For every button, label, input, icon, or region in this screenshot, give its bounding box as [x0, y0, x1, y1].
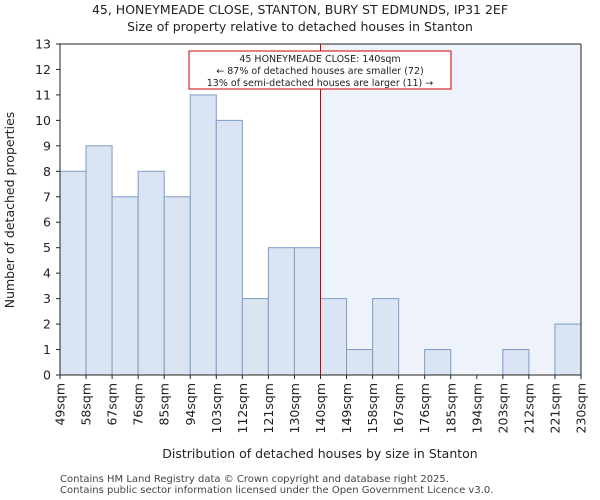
x-axis-label: Distribution of detached houses by size … [162, 446, 477, 461]
x-tick-label: 140sqm [313, 383, 328, 433]
x-tick-label: 167sqm [391, 383, 406, 433]
bar-221sqm [554, 323, 582, 376]
y-tick-label: 10 [35, 113, 51, 128]
x-tick-label: 130sqm [287, 383, 302, 433]
x-tick-label: 149sqm [339, 383, 354, 433]
bar-112sqm [241, 298, 269, 376]
y-tick-label: 11 [35, 87, 51, 102]
y-tick-label: 3 [43, 291, 51, 306]
bar-140sqm [320, 298, 348, 376]
bar-203sqm [502, 349, 530, 376]
bar-121sqm [267, 247, 295, 376]
x-tick-label: 121sqm [261, 383, 276, 433]
y-tick-label: 5 [43, 240, 51, 255]
y-tick-label: 2 [43, 317, 51, 332]
x-tick-label: 112sqm [235, 383, 250, 433]
bar-130sqm [293, 247, 322, 376]
footer-line-1: Contains HM Land Registry data © Crown c… [60, 474, 449, 485]
bar-49sqm [59, 170, 87, 376]
y-tick-label: 1 [43, 342, 51, 357]
x-tick-label: 185sqm [443, 383, 458, 433]
annotation-box [188, 50, 452, 90]
chart-subtitle: Size of property relative to detached ho… [127, 19, 473, 34]
x-tick-label: 103sqm [209, 383, 224, 433]
bar-149sqm [346, 349, 374, 376]
y-tick-label: 0 [43, 368, 51, 383]
bar-58sqm [85, 145, 113, 376]
y-tick-label: 7 [43, 189, 51, 204]
annotation-line-2: ← 87% of detached houses are smaller (72… [216, 66, 423, 77]
x-tick-label: 158sqm [365, 383, 380, 433]
y-tick-label: 4 [43, 266, 51, 281]
highlight-region [320, 44, 581, 375]
x-tick-label: 230sqm [574, 383, 589, 433]
x-tick-label: 58sqm [79, 383, 94, 426]
footer-line-2: Contains public sector information licen… [60, 485, 494, 496]
x-tick-label: 85sqm [157, 383, 172, 426]
annotation-line-1: 45 HONEYMEADE CLOSE: 140sqm [239, 54, 400, 65]
bar-85sqm [163, 196, 191, 376]
annotation-line-3: 13% of semi-detached houses are larger (… [207, 78, 434, 89]
x-tick-label: 194sqm [469, 383, 484, 433]
y-tick-label: 6 [43, 215, 51, 230]
bar-76sqm [137, 170, 165, 376]
y-axis-label: Number of detached properties [2, 112, 17, 309]
bar-176sqm [424, 349, 452, 376]
x-tick-label: 212sqm [521, 383, 536, 433]
y-tick-label: 13 [35, 37, 51, 52]
y-tick-label: 12 [35, 62, 51, 77]
x-tick-label: 49sqm [53, 383, 68, 426]
bar-67sqm [111, 196, 139, 376]
y-tick-label: 9 [43, 138, 51, 153]
chart-title: 45, HONEYMEADE CLOSE, STANTON, BURY ST E… [91, 2, 509, 17]
bar-103sqm [215, 119, 243, 376]
x-tick-label: 76sqm [131, 383, 146, 426]
y-tick-label: 8 [43, 164, 51, 179]
x-tick-label: 221sqm [547, 383, 562, 433]
x-tick-label: 176sqm [417, 383, 432, 433]
x-tick-label: 67sqm [105, 383, 120, 426]
bar-94sqm [189, 94, 217, 376]
x-tick-label: 203sqm [495, 383, 510, 433]
x-tick-label: 94sqm [183, 383, 198, 426]
bar-158sqm [372, 298, 400, 376]
